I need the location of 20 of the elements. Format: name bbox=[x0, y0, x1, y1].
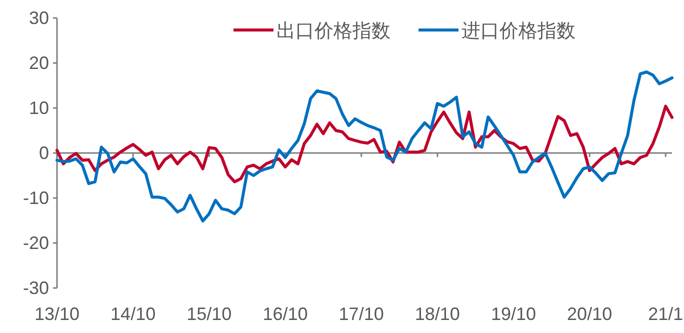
x-tick-label: 19/10 bbox=[490, 304, 536, 324]
x-tick-label: 18/10 bbox=[414, 304, 460, 324]
x-tick-label: 20/10 bbox=[567, 304, 612, 324]
x-tick-label: 21/1 bbox=[648, 304, 684, 324]
x-tick-label: 17/10 bbox=[338, 304, 384, 324]
x-tick-label: 15/10 bbox=[186, 304, 232, 324]
y-tick-label: 0 bbox=[38, 143, 49, 163]
line-series bbox=[56, 104, 674, 184]
x-tick-label: 14/10 bbox=[110, 304, 156, 324]
x-tick-label: 16/10 bbox=[262, 304, 308, 324]
y-tick-label: 20 bbox=[28, 53, 49, 73]
y-tick-label: -20 bbox=[22, 233, 49, 253]
y-tick-label: -10 bbox=[22, 188, 49, 208]
x-tick-label: 13/10 bbox=[34, 304, 80, 324]
line-series bbox=[56, 70, 674, 222]
y-tick-label: 10 bbox=[28, 98, 49, 118]
legend-label: 进口价格指数 bbox=[462, 21, 576, 42]
legend-label: 出口价格指数 bbox=[276, 21, 390, 42]
y-tick-label: 30 bbox=[28, 8, 49, 28]
y-tick-label: -30 bbox=[22, 278, 49, 298]
